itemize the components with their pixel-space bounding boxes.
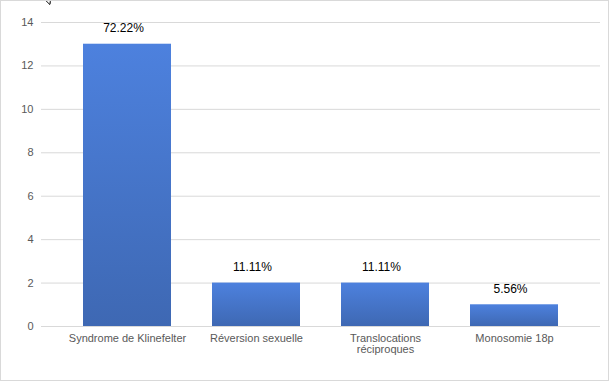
- svg-text:10: 10: [21, 103, 33, 115]
- svg-text:Monosomie 18p: Monosomie 18p: [475, 332, 553, 344]
- svg-text:Translocationsréciproques: Translocationsréciproques: [350, 332, 422, 355]
- svg-text:11.11%: 11.11%: [362, 260, 401, 274]
- svg-text:14: 14: [21, 16, 33, 28]
- svg-text:6: 6: [27, 190, 33, 202]
- svg-text:5.56%: 5.56%: [493, 282, 527, 296]
- svg-text:0: 0: [27, 320, 33, 332]
- svg-text:8: 8: [27, 146, 33, 158]
- svg-text:2: 2: [27, 277, 33, 289]
- svg-text:11.11%: 11.11%: [233, 260, 272, 274]
- svg-text:12: 12: [21, 59, 33, 71]
- svg-text:4: 4: [27, 233, 33, 245]
- svg-text:Réversion sexuelle: Réversion sexuelle: [210, 332, 303, 344]
- svg-text:Syndrome de Klinefelter: Syndrome de Klinefelter: [69, 332, 187, 344]
- svg-text:72.22%: 72.22%: [103, 21, 144, 35]
